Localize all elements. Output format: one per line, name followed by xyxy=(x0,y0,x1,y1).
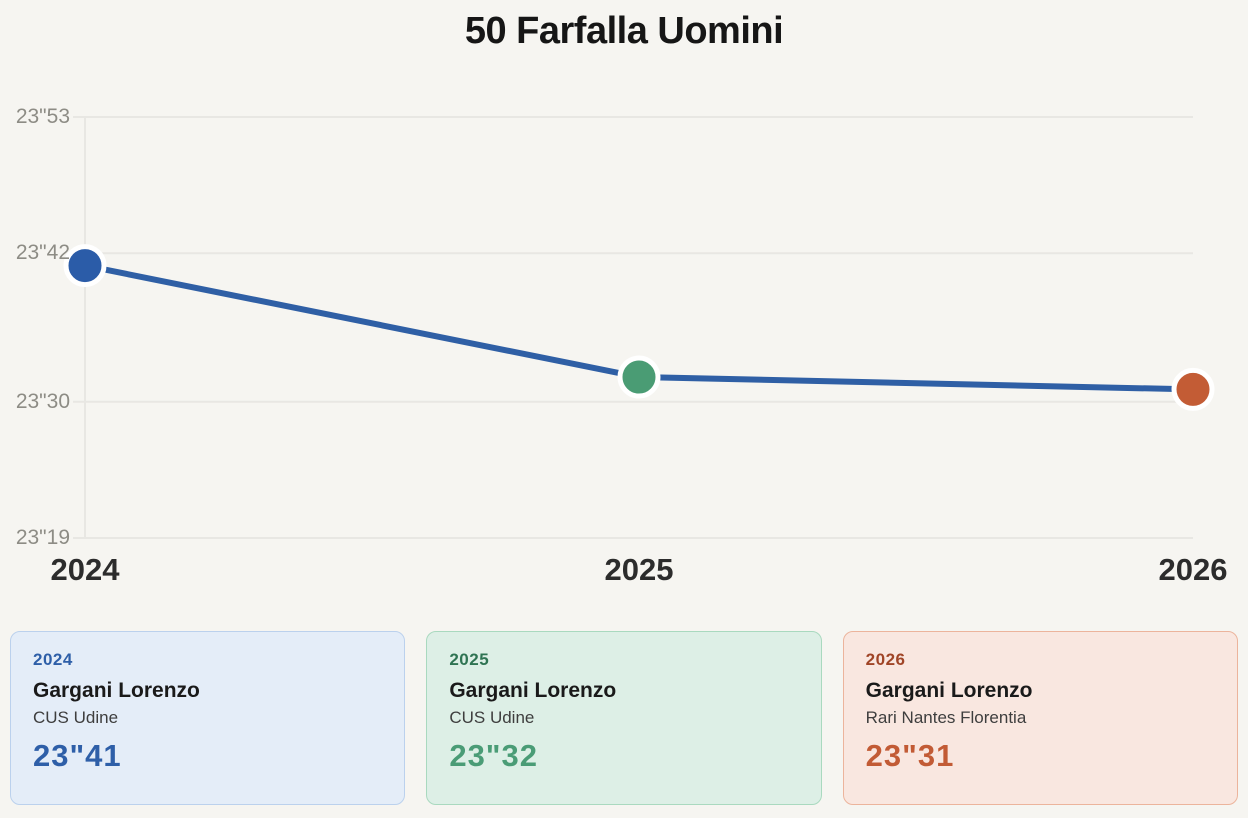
card-year-label: 2026 xyxy=(865,650,906,669)
y-axis-tick-label: 23"30 xyxy=(15,389,70,413)
card-club-name: Rari Nantes Florentia xyxy=(865,708,1027,727)
card-club-name: CUS Udine xyxy=(449,708,535,727)
chart-title: 50 Farfalla Uomini xyxy=(464,10,784,52)
card-time-value: 23"41 xyxy=(33,738,122,773)
x-axis-label-2026: 2026 xyxy=(1158,552,1228,587)
data-point-2024[interactable] xyxy=(63,244,107,288)
card-time-value: 23"31 xyxy=(865,738,955,773)
card-athlete-name: Gargani Lorenzo xyxy=(449,679,617,702)
year-cards: 2024 Gargani Lorenzo CUS Udine 23"41 202… xyxy=(10,631,1238,805)
card-year-label: 2024 xyxy=(33,650,73,669)
card-time-value: 23"32 xyxy=(449,738,538,773)
data-point-2026[interactable] xyxy=(1171,367,1215,411)
x-axis-label-2024: 2024 xyxy=(50,552,120,587)
line-chart: 23"53 23"42 23"30 23"19 2024 2025 2026 xyxy=(15,105,1228,587)
card-athlete-name: Gargani Lorenzo xyxy=(33,679,200,702)
card-year-label: 2025 xyxy=(449,650,490,669)
result-card-2024: 2024 Gargani Lorenzo CUS Udine 23"41 xyxy=(10,631,406,805)
x-axis-label-2025: 2025 xyxy=(604,552,674,587)
card-club-name: CUS Udine xyxy=(33,708,119,727)
card-athlete-name: Gargani Lorenzo xyxy=(865,679,1033,702)
result-card-2025: 2025 Gargani Lorenzo CUS Udine 23"32 xyxy=(426,631,822,805)
chart-canvas xyxy=(63,116,1215,539)
y-axis-tick-label: 23"42 xyxy=(15,241,70,265)
y-axis-tick-label: 23"53 xyxy=(15,105,70,128)
y-axis-tick-label: 23"19 xyxy=(15,526,70,549)
data-point-2025[interactable] xyxy=(617,355,661,399)
result-card-2026: 2026 Gargani Lorenzo Rari Nantes Florent… xyxy=(842,631,1238,805)
